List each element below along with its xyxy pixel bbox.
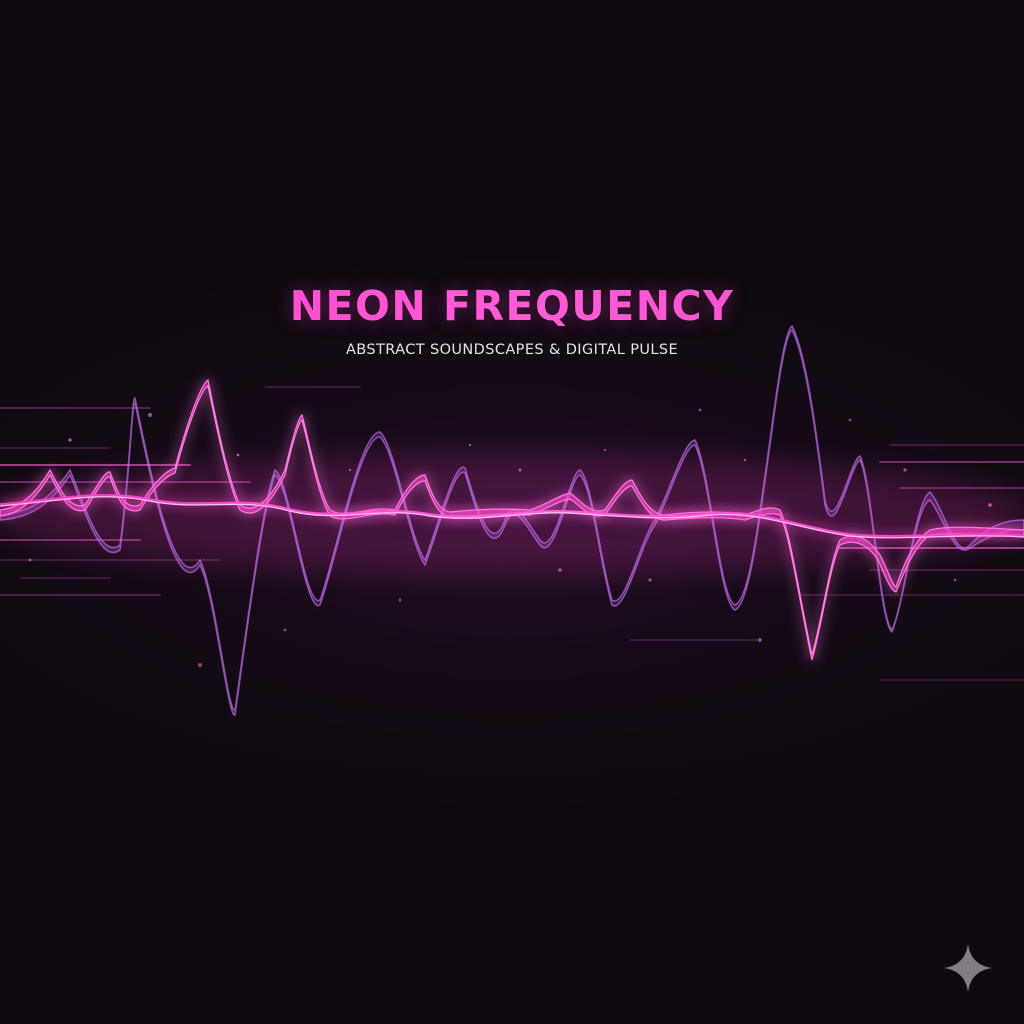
back-wave: [0, 324, 1024, 716]
front-wave: [0, 379, 1024, 661]
core-signal: [0, 493, 1024, 539]
particles: [28, 408, 992, 667]
artwork-title: NEON FREQUENCY: [0, 282, 1024, 330]
sparkle-icon: [944, 944, 992, 992]
artwork-subtitle: ABSTRACT SOUNDSCAPES & DIGITAL PULSE: [345, 342, 679, 358]
core-highlight: [0, 496, 1024, 539]
